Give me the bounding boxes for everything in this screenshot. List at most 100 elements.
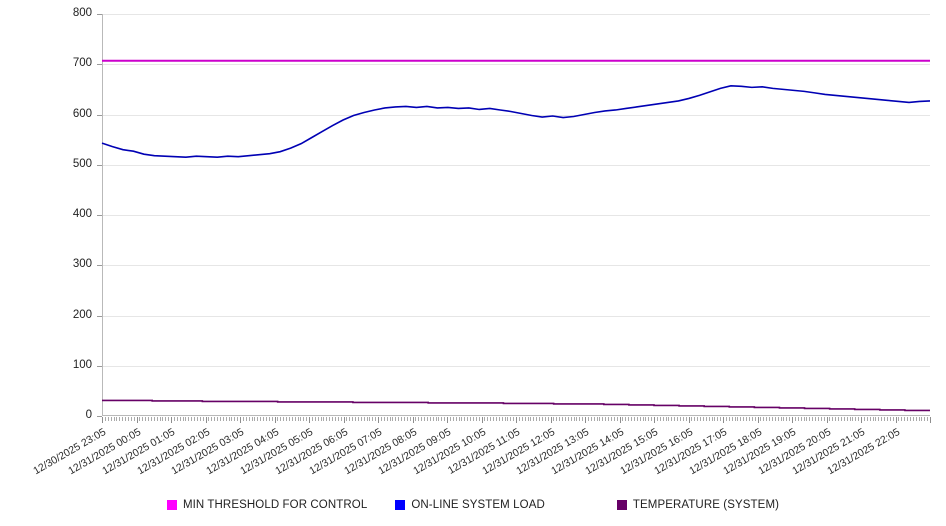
x-minor-tick xyxy=(228,417,230,421)
x-major-tick xyxy=(688,417,690,423)
x-minor-tick xyxy=(340,417,342,421)
x-minor-tick xyxy=(145,417,147,421)
x-minor-tick xyxy=(357,417,359,421)
chart-legend: MIN THRESHOLD FOR CONTROL ON-LINE SYSTEM … xyxy=(0,495,946,515)
x-minor-tick xyxy=(438,417,440,421)
legend-item[interactable]: TEMPERATURE (SYSTEM) xyxy=(616,499,779,511)
x-minor-tick xyxy=(734,417,736,421)
x-minor-tick xyxy=(567,417,569,421)
x-minor-tick xyxy=(622,417,624,421)
x-minor-tick xyxy=(297,417,299,421)
x-minor-tick xyxy=(740,417,742,421)
x-minor-tick xyxy=(921,417,923,421)
x-minor-tick xyxy=(587,417,589,421)
x-minor-tick xyxy=(245,417,247,421)
x-minor-tick xyxy=(694,417,696,421)
x-minor-tick xyxy=(113,417,115,421)
legend-item[interactable]: ON-LINE SYSTEM LOAD xyxy=(395,499,545,511)
x-major-tick xyxy=(136,417,138,423)
x-minor-tick xyxy=(878,417,880,421)
x-minor-tick xyxy=(849,417,851,421)
x-minor-tick xyxy=(372,417,374,421)
x-minor-tick xyxy=(820,417,822,421)
x-minor-tick xyxy=(283,417,285,421)
x-minor-tick xyxy=(332,417,333,421)
x-major-tick xyxy=(240,417,241,423)
x-minor-tick xyxy=(504,417,506,421)
gridline xyxy=(102,365,930,367)
x-minor-tick xyxy=(797,417,799,421)
x-minor-tick xyxy=(915,417,917,421)
x-minor-tick xyxy=(478,417,480,421)
x-minor-tick xyxy=(671,417,673,421)
x-minor-tick xyxy=(127,417,129,421)
x-minor-tick xyxy=(544,417,546,421)
x-minor-tick xyxy=(760,417,762,421)
x-minor-tick xyxy=(708,417,710,421)
legend-item-label: MIN THRESHOLD FOR CONTROL xyxy=(182,499,368,511)
y-tick-label: 800 xyxy=(72,7,92,19)
x-minor-tick xyxy=(608,417,609,421)
x-minor-tick xyxy=(237,417,239,421)
x-minor-tick xyxy=(349,417,351,421)
x-minor-tick xyxy=(596,417,598,421)
x-minor-tick xyxy=(188,417,190,421)
x-minor-tick xyxy=(838,417,839,421)
x-minor-tick xyxy=(886,417,888,421)
x-minor-tick xyxy=(786,417,788,421)
x-minor-tick xyxy=(625,417,627,421)
y-tick-label: 400 xyxy=(72,208,92,220)
x-minor-tick xyxy=(444,417,446,421)
x-minor-tick xyxy=(863,417,865,421)
x-minor-tick xyxy=(579,417,581,421)
x-minor-tick xyxy=(375,417,377,421)
x-minor-tick xyxy=(424,417,425,421)
x-minor-tick xyxy=(610,417,612,421)
x-minor-tick xyxy=(639,417,641,421)
x-minor-tick xyxy=(582,417,584,421)
x-minor-tick xyxy=(487,417,489,421)
y-tick-label: 500 xyxy=(72,157,92,170)
x-minor-tick xyxy=(231,417,233,421)
x-minor-tick xyxy=(771,417,773,421)
x-minor-tick xyxy=(326,417,328,421)
x-minor-tick xyxy=(490,417,492,421)
x-minor-tick xyxy=(521,417,523,421)
x-minor-tick xyxy=(705,417,707,421)
x-minor-tick xyxy=(714,417,716,421)
x-minor-tick xyxy=(766,417,768,421)
x-minor-tick xyxy=(196,417,198,421)
x-minor-tick xyxy=(288,417,290,421)
x-minor-tick xyxy=(401,417,402,421)
plot-area xyxy=(101,14,931,416)
x-minor-tick xyxy=(110,417,112,421)
x-minor-tick xyxy=(495,417,497,421)
x-minor-tick xyxy=(337,417,339,421)
x-minor-tick xyxy=(303,417,305,421)
x-minor-tick xyxy=(633,417,635,421)
x-minor-tick xyxy=(539,417,540,421)
x-minor-tick xyxy=(311,417,313,421)
legend-item[interactable]: MIN THRESHOLD FOR CONTROL xyxy=(166,499,368,511)
x-major-tick xyxy=(619,417,621,423)
x-minor-tick xyxy=(564,417,566,421)
x-minor-tick xyxy=(104,417,106,421)
x-minor-tick xyxy=(599,417,601,421)
x-minor-tick xyxy=(409,417,411,421)
x-minor-tick xyxy=(924,417,926,421)
x-minor-tick xyxy=(605,417,607,421)
x-minor-tick xyxy=(415,417,417,421)
x-minor-tick xyxy=(280,417,282,421)
x-minor-tick xyxy=(323,417,325,421)
x-minor-tick xyxy=(912,417,914,421)
gridline xyxy=(102,215,930,216)
x-minor-tick xyxy=(720,417,722,421)
x-minor-tick xyxy=(159,417,161,421)
x-major-tick xyxy=(309,417,310,423)
gridline xyxy=(102,315,930,317)
x-minor-tick xyxy=(449,417,451,421)
x-minor-tick xyxy=(119,417,121,421)
x-minor-tick xyxy=(832,417,834,421)
x-minor-tick xyxy=(150,417,152,421)
